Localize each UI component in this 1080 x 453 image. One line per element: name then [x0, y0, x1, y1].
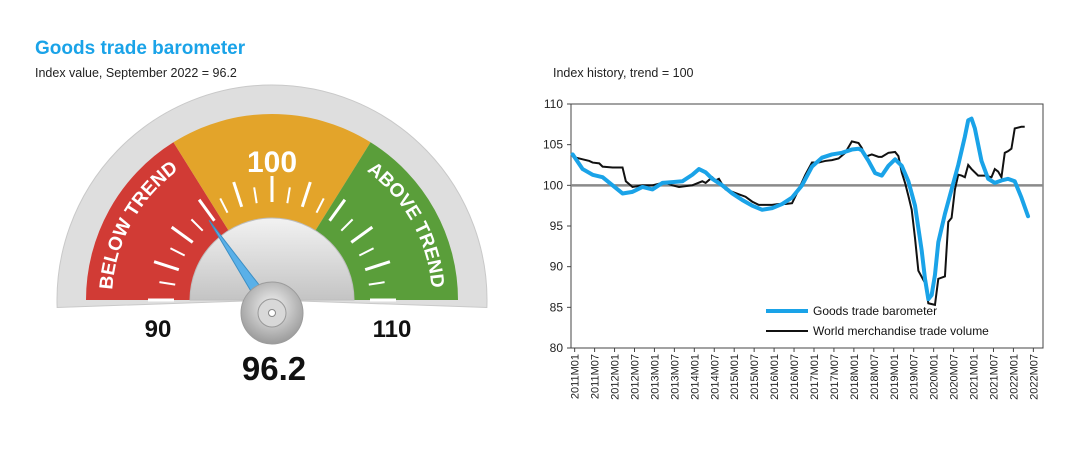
- x-tick-label: 2013M07: [669, 354, 681, 400]
- x-tick-label: 2016M07: [789, 354, 801, 400]
- gauge-tick: [350, 225, 374, 244]
- gauge-tick: [197, 198, 216, 222]
- x-tick-label: 2021M07: [988, 354, 1000, 400]
- gauge-tick: [315, 197, 325, 214]
- gauge-tick: [253, 187, 258, 204]
- y-tick-label: 95: [550, 219, 564, 233]
- x-tick-label: 2011M07: [590, 354, 602, 399]
- y-tick-label: 110: [544, 97, 563, 111]
- chart-subtitle: Index value, September 2022 = 96.2: [35, 66, 237, 80]
- gauge-tick: [153, 260, 180, 272]
- y-tick-label: 85: [550, 300, 564, 314]
- legend-label: World merchandise trade volume: [813, 324, 989, 338]
- y-tick-label: 100: [543, 178, 563, 192]
- x-tick-label: 2021M01: [969, 354, 981, 400]
- gauge-band-above: [315, 142, 458, 300]
- gauge-inner-dial: [189, 217, 355, 301]
- gauge-tick: [286, 187, 291, 204]
- legend: Goods trade barometer World merchandise t…: [766, 304, 989, 338]
- gauge-tick: [358, 247, 375, 257]
- x-tick-label: 2022M07: [1028, 354, 1040, 400]
- legend-label: Goods trade barometer: [813, 304, 937, 318]
- x-tick-label: 2015M01: [729, 354, 741, 400]
- gauge-tick: [190, 218, 204, 232]
- gauge-tick: [159, 281, 176, 286]
- chart-title: Goods trade barometer: [35, 38, 246, 59]
- x-tick-label: 2020M07: [949, 354, 961, 400]
- x-tick-label: 2020M01: [929, 354, 941, 400]
- x-tick-label: 2012M01: [610, 354, 622, 400]
- y-axis: 80 85 90 95 100 105 110: [543, 97, 571, 355]
- x-tick-label: 2014M07: [709, 354, 721, 400]
- gauge-tick: [232, 181, 244, 208]
- x-tick-label: 2011M01: [570, 354, 582, 399]
- gauge-tick: [169, 247, 186, 257]
- line-chart-title: Index history, trend = 100: [553, 66, 694, 80]
- x-tick-label: 2012M07: [629, 354, 641, 400]
- gauge-value-label: 96.2: [242, 350, 306, 387]
- gauge-hub-pin: [268, 309, 276, 317]
- gauge-tick: [368, 281, 385, 286]
- x-tick-label: 2016M01: [769, 354, 781, 400]
- x-tick-label: 2018M07: [869, 354, 881, 400]
- gauge-min-label: 90: [145, 316, 172, 343]
- y-tick-label: 80: [550, 341, 564, 355]
- x-tick-label: 2013M01: [649, 354, 661, 400]
- x-tick-label: 2017M07: [829, 354, 841, 400]
- gauge-tick: [219, 197, 229, 214]
- gauge-tick: [170, 225, 194, 244]
- series-goods-trade-barometer: [570, 116, 1031, 302]
- x-tick-label: 2017M01: [809, 354, 821, 400]
- gauge-tick: [364, 260, 391, 272]
- gauge-ticks: [148, 176, 396, 302]
- gauge-mid-label: 100: [247, 146, 297, 179]
- x-tick-label: 2018M01: [849, 354, 861, 400]
- x-tick-label: 2015M07: [749, 354, 761, 400]
- x-tick-label: 2022M01: [1008, 354, 1020, 400]
- x-tick-label: 2014M01: [689, 354, 701, 400]
- gauge-tick: [340, 218, 354, 232]
- x-tick-label: 2019M07: [909, 354, 921, 400]
- gauge-tick: [328, 198, 347, 222]
- gauge-max-label: 110: [373, 316, 412, 343]
- y-tick-label: 105: [543, 138, 563, 152]
- y-tick-label: 90: [550, 260, 564, 274]
- gauge: BELOW TREND ABOVE TREND 100 90 110 96.2: [56, 84, 488, 387]
- x-axis: 2011M01 2011M07 2012M01 2012M07 2013M01 2013M…: [570, 348, 1040, 400]
- x-tick-label: 2019M01: [889, 354, 901, 400]
- gauge-band-below: [86, 142, 229, 300]
- gauge-tick: [300, 181, 312, 208]
